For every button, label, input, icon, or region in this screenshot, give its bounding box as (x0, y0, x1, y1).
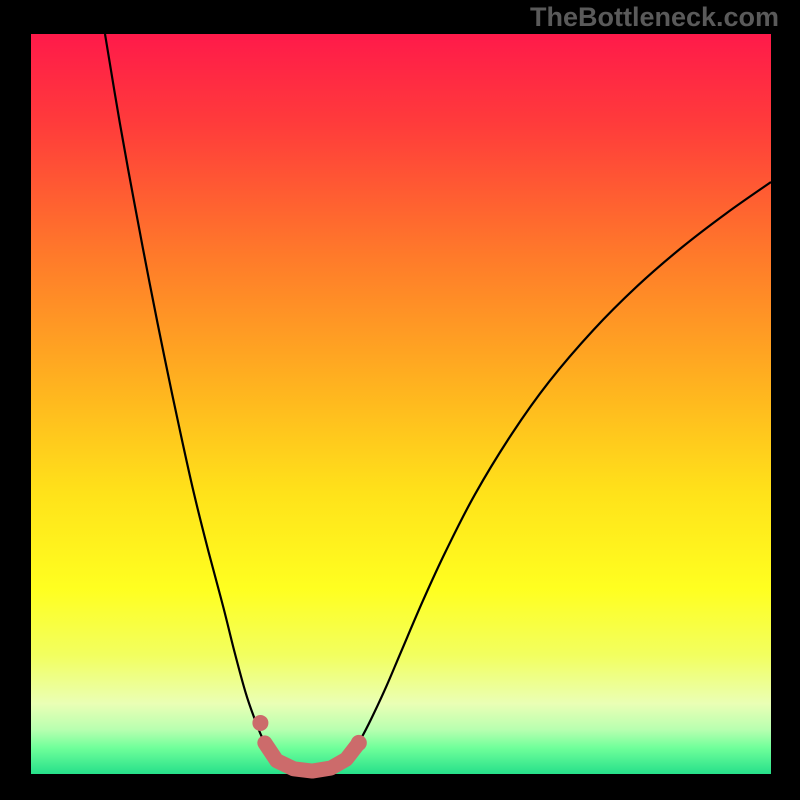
highlight-marker-start (252, 715, 268, 731)
watermark-text: TheBottleneck.com (530, 2, 779, 33)
highlight-marker-end (351, 735, 367, 751)
bottleneck-chart (0, 0, 800, 800)
plot-background (31, 34, 771, 774)
